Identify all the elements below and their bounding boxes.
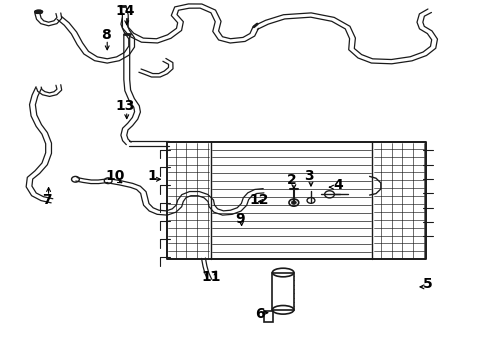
Text: 8: 8: [101, 28, 111, 42]
Text: 7: 7: [42, 193, 52, 207]
Bar: [272, 273, 294, 310]
Bar: [264, 311, 273, 321]
Text: 2: 2: [287, 173, 296, 187]
Text: 9: 9: [235, 212, 245, 226]
Text: 5: 5: [423, 277, 433, 291]
Text: 10: 10: [106, 170, 125, 183]
Text: 13: 13: [116, 99, 135, 113]
Text: 1: 1: [147, 170, 157, 183]
Text: 14: 14: [116, 4, 135, 18]
Text: 6: 6: [255, 307, 265, 321]
Text: 11: 11: [201, 270, 220, 284]
Text: 3: 3: [304, 170, 313, 183]
Circle shape: [292, 201, 296, 204]
Text: 12: 12: [250, 193, 270, 207]
Text: 4: 4: [333, 178, 343, 192]
